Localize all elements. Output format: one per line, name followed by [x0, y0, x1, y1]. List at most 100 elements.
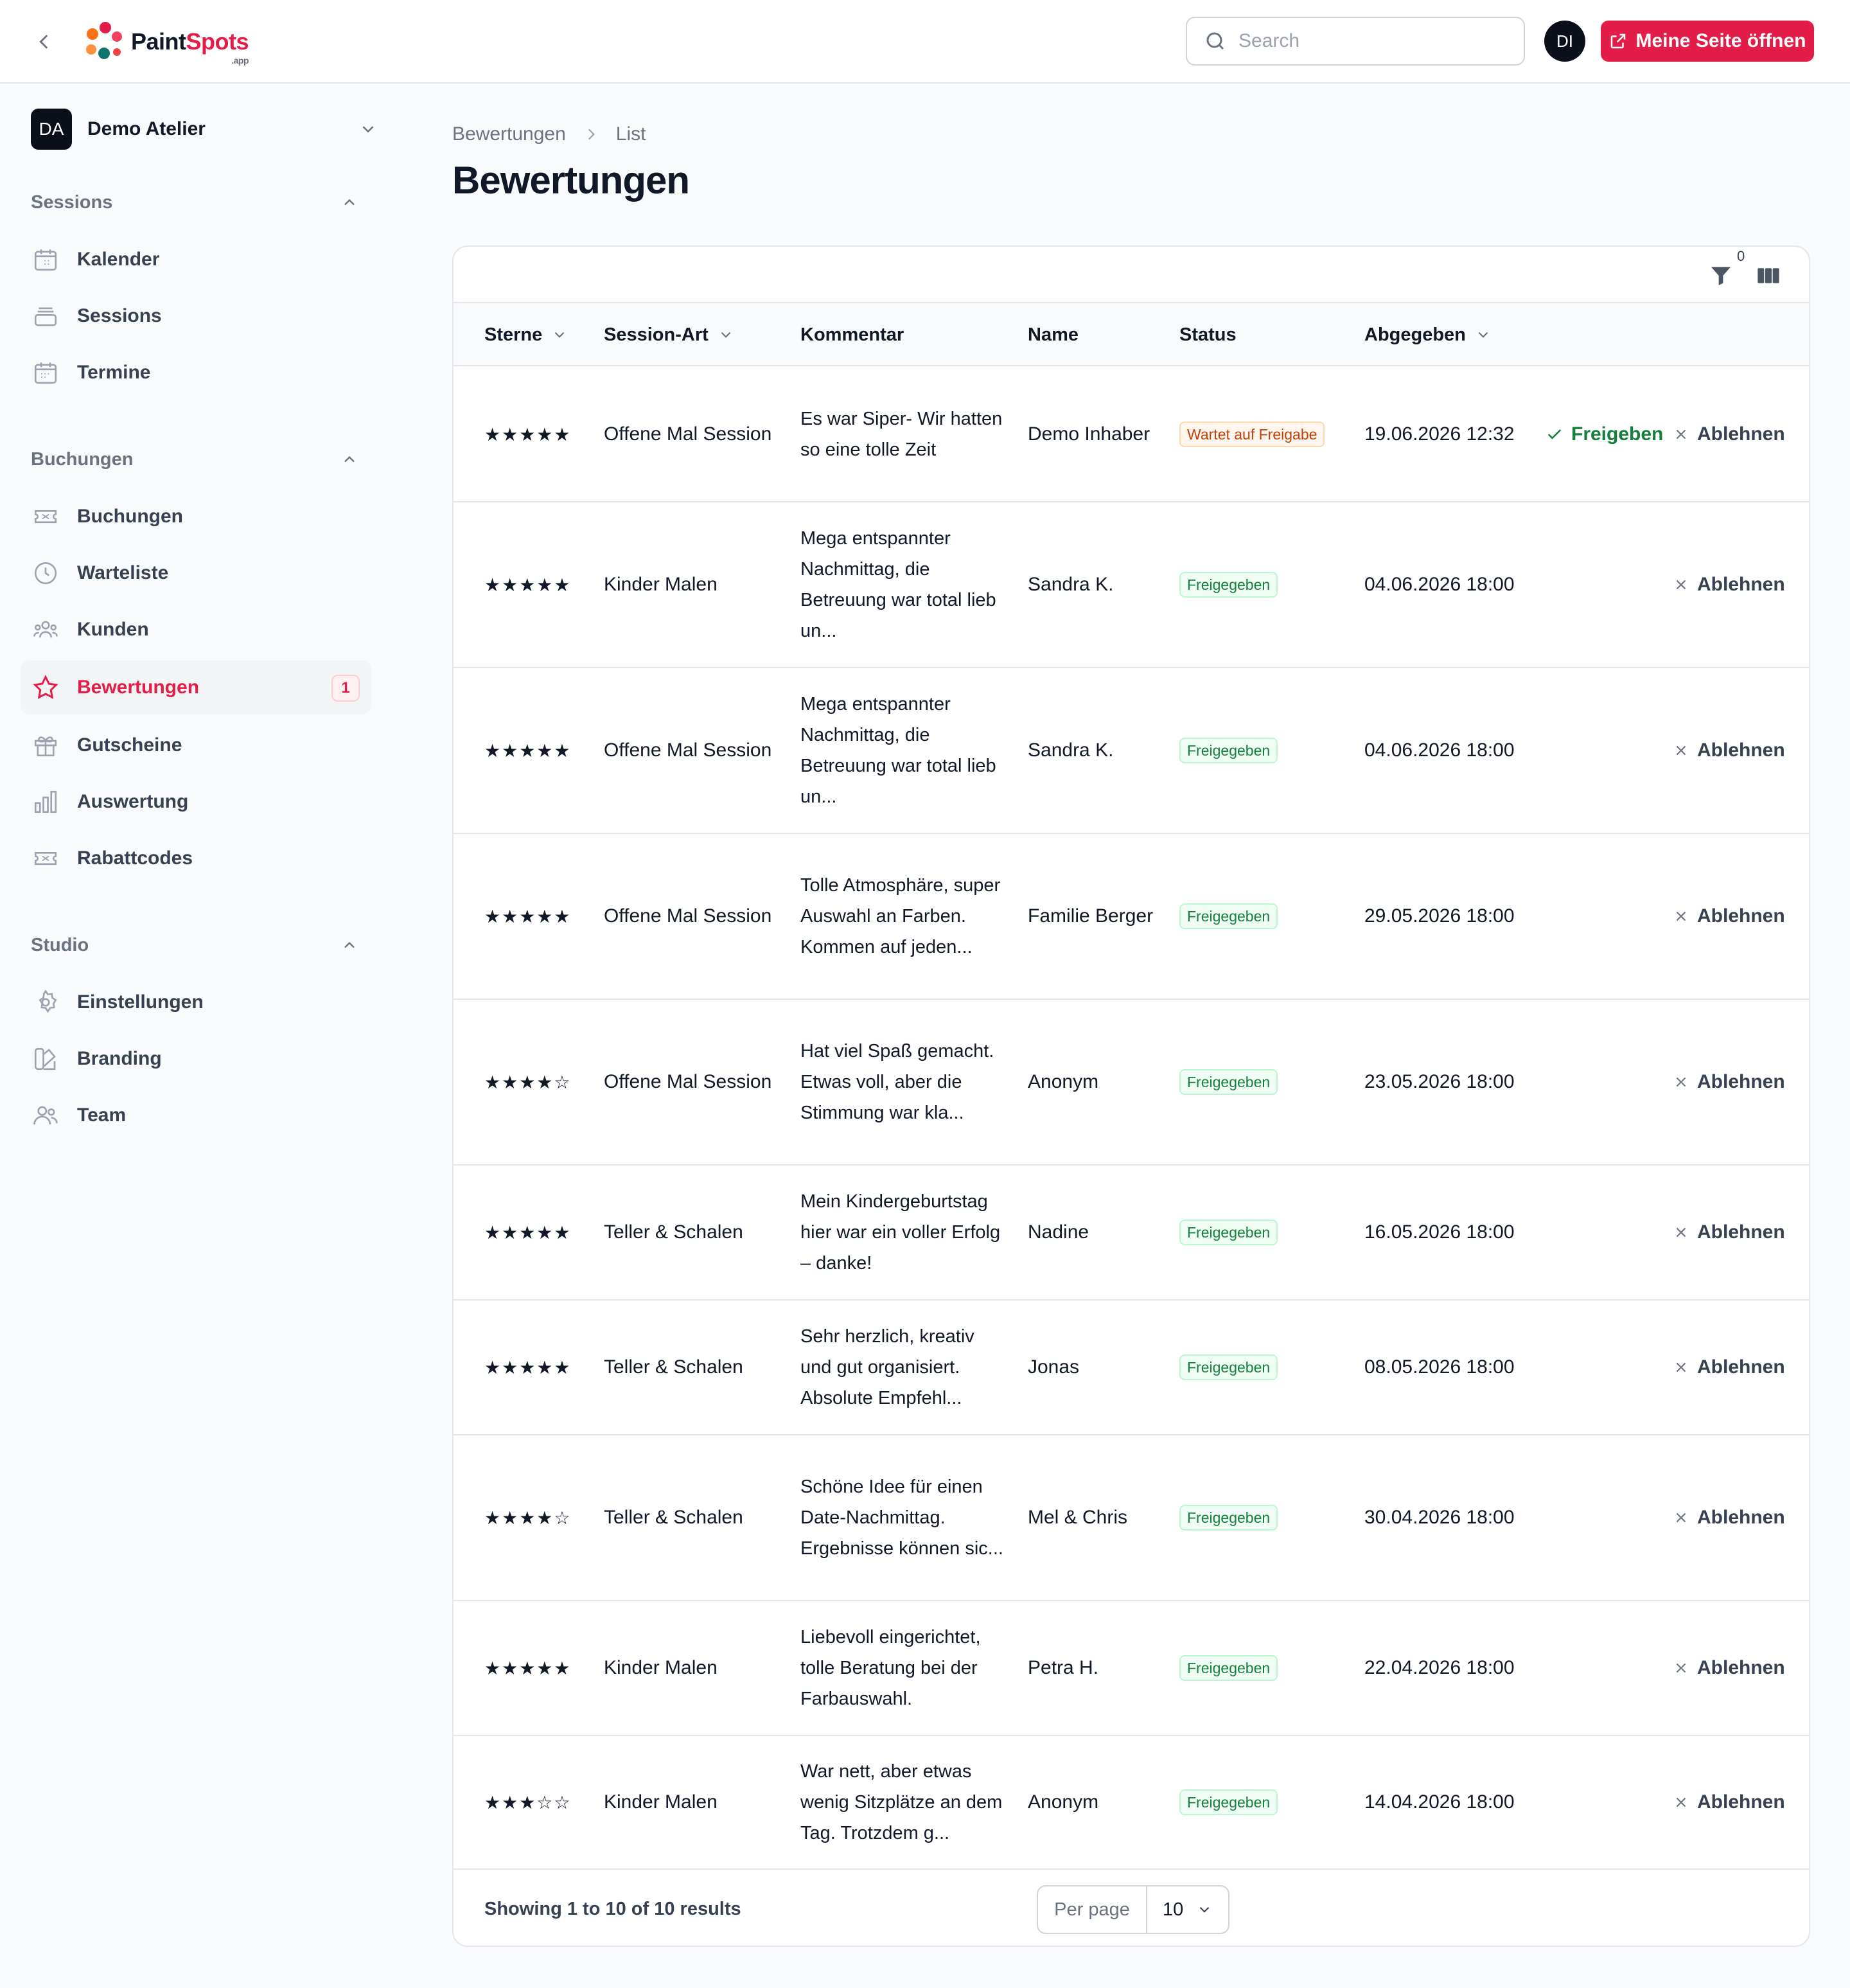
- status-badge: Freigegeben: [1179, 903, 1278, 929]
- results-summary: Showing 1 to 10 of 10 results: [484, 1898, 741, 1919]
- sidebar-item-label: Team: [77, 1105, 127, 1126]
- x-mark-icon: [1676, 1362, 1686, 1372]
- column-header-label: Sterne: [484, 324, 543, 345]
- sidebar-item-rabattcodes[interactable]: Rabattcodes: [21, 831, 371, 885]
- back-button[interactable]: [28, 26, 60, 58]
- reject-button[interactable]: Ablehnen: [1673, 423, 1785, 445]
- reject-label: Ablehnen: [1697, 905, 1785, 927]
- reject-button[interactable]: Ablehnen: [1673, 1221, 1785, 1243]
- page-title: Bewertungen: [452, 159, 690, 202]
- x-mark-icon: [1676, 1227, 1686, 1238]
- submitted-date: 04.06.2026 18:00: [1364, 740, 1515, 761]
- table-row[interactable]: ★★★★★ Teller & Schalen Mein Kindergeburtst…: [454, 1166, 1809, 1300]
- status-badge: Wartet auf Freigabe: [1179, 422, 1325, 447]
- reject-button[interactable]: Ablehnen: [1673, 740, 1785, 761]
- sidebar-item-team[interactable]: Team: [21, 1088, 371, 1142]
- per-page-select[interactable]: Per page 10: [1037, 1885, 1229, 1934]
- sidebar-item-label: Kalender: [77, 249, 160, 270]
- rating-stars: ★★★★★: [484, 574, 572, 595]
- review-comment: Hat viel Spaß gemacht. Etwas voll, aber …: [800, 1041, 994, 1123]
- active-filter-count: 0: [1737, 248, 1745, 264]
- table-row[interactable]: ★★★☆☆ Kinder Malen War nett, aber etwas we…: [454, 1736, 1809, 1870]
- sidebar-item-auswertung[interactable]: Auswertung: [21, 775, 371, 829]
- reviewer-name: Sandra K.: [1028, 740, 1114, 761]
- table-row[interactable]: ★★★★★ Offene Mal Session Es war Siper- Wir…: [454, 368, 1809, 502]
- nav-group-buchungen[interactable]: Buchungen: [31, 443, 358, 475]
- reviewer-name: Anonym: [1028, 1791, 1099, 1813]
- search-input[interactable]: [1238, 30, 1508, 52]
- paint-dots-logo-icon: [86, 22, 122, 59]
- breadcrumb-parent[interactable]: Bewertungen: [452, 123, 566, 145]
- sidebar-item-branding[interactable]: Branding: [21, 1032, 371, 1086]
- table-row[interactable]: ★★★★★ Teller & Schalen Sehr herzlich, krea…: [454, 1300, 1809, 1435]
- sidebar-item-gutscheine[interactable]: Gutscheine: [21, 718, 371, 772]
- reviewer-name: Petra H.: [1028, 1657, 1099, 1678]
- funnel-icon: [1711, 267, 1731, 285]
- reject-button[interactable]: Ablehnen: [1673, 905, 1785, 927]
- column-header-date[interactable]: Abgegeben: [1364, 303, 1492, 366]
- topbar: PaintSpots .app DI Meine Seite öffnen: [0, 0, 1850, 84]
- search-box[interactable]: [1186, 17, 1525, 66]
- x-mark-icon: [1676, 429, 1686, 439]
- open-my-page-label: Meine Seite öffnen: [1635, 30, 1806, 51]
- reject-button[interactable]: Ablehnen: [1673, 1507, 1785, 1529]
- nav-group-studio[interactable]: Studio: [31, 929, 358, 961]
- sidebar-item-termine[interactable]: Termine: [21, 346, 371, 400]
- per-page-label: Per page: [1038, 1886, 1147, 1933]
- review-comment: Liebevoll eingerichtet, tolle Beratung b…: [800, 1627, 981, 1709]
- gear-icon: [31, 988, 60, 1017]
- sidebar-item-warteliste[interactable]: Warteliste: [21, 546, 371, 600]
- calendar-icon: [31, 245, 60, 274]
- logo-sub: .app: [231, 55, 249, 66]
- column-header-comment: Kommentar: [800, 303, 904, 366]
- reject-button[interactable]: Ablehnen: [1673, 1657, 1785, 1679]
- user-group-icon: [31, 615, 60, 644]
- logo-accent: Spots: [186, 28, 249, 55]
- reject-button[interactable]: Ablehnen: [1673, 1791, 1785, 1813]
- sidebar-item-einstellungen[interactable]: Einstellungen: [21, 975, 371, 1029]
- logo[interactable]: PaintSpots .app: [84, 19, 249, 66]
- session-type: Kinder Malen: [604, 1791, 718, 1813]
- search-icon: [1206, 32, 1224, 50]
- view-columns-icon: [1758, 268, 1779, 283]
- sidebar-item-kunden[interactable]: Kunden: [21, 603, 371, 657]
- session-type: Offene Mal Session: [604, 740, 772, 761]
- column-header-session[interactable]: Session-Art: [604, 303, 734, 366]
- table-row[interactable]: ★★★★★ Kinder Malen Liebevoll eingerichtet,…: [454, 1601, 1809, 1736]
- reject-button[interactable]: Ablehnen: [1673, 1356, 1785, 1378]
- nav-group-sessions[interactable]: Sessions: [31, 186, 358, 218]
- column-header-stars[interactable]: Sterne: [484, 303, 568, 366]
- review-comment: Mein Kindergeburtstag hier war ein volle…: [800, 1191, 1001, 1274]
- table-row[interactable]: ★★★★★ Kinder Malen Mega entspannter Nachmi…: [454, 502, 1809, 668]
- table-row[interactable]: ★★★★★ Offene Mal Session Mega entspannter …: [454, 668, 1809, 834]
- gift-icon: [31, 731, 60, 760]
- tenant-switcher[interactable]: DA Demo Atelier: [31, 108, 378, 150]
- sidebar-item-buchungen[interactable]: Buchungen: [21, 490, 371, 544]
- session-type: Teller & Schalen: [604, 1356, 743, 1378]
- table-header: Sterne Session-Art Kommentar Name Status…: [454, 303, 1809, 366]
- table-row[interactable]: ★★★★☆ Offene Mal Session Hat viel Spaß gem…: [454, 1000, 1809, 1166]
- table-row[interactable]: ★★★★☆ Teller & Schalen Schöne Idee für ein…: [454, 1435, 1809, 1601]
- reject-button[interactable]: Ablehnen: [1673, 1071, 1785, 1093]
- sidebar-item-kalender[interactable]: Kalender: [21, 233, 371, 287]
- per-page-value-box[interactable]: 10: [1147, 1886, 1228, 1933]
- session-type: Teller & Schalen: [604, 1221, 743, 1243]
- chevron-up-icon: [344, 941, 355, 948]
- sidebar-item-bewertungen[interactable]: Bewertungen 1: [21, 661, 371, 714]
- status-badge: Freigegeben: [1179, 572, 1278, 598]
- rating-stars: ★★★★★: [484, 1222, 572, 1243]
- reviews-table-card: 0 Sterne Session-Art Kommentar Name Stat…: [452, 245, 1810, 1947]
- sidebar-item-label: Sessions: [77, 305, 162, 326]
- x-mark-icon: [1676, 580, 1686, 590]
- user-avatar[interactable]: DI: [1544, 21, 1585, 62]
- approve-button[interactable]: Freigeben: [1546, 423, 1663, 445]
- open-my-page-button[interactable]: Meine Seite öffnen: [1601, 21, 1814, 62]
- table-row[interactable]: ★★★★★ Offene Mal Session Tolle Atmosphäre,…: [454, 834, 1809, 1000]
- reject-button[interactable]: Ablehnen: [1673, 574, 1785, 596]
- inbox-stack-icon: [31, 301, 60, 331]
- review-comment: Sehr herzlich, kreativ und gut organisie…: [800, 1326, 974, 1408]
- filter-button[interactable]: [1705, 260, 1737, 292]
- column-toggle-button[interactable]: [1752, 260, 1784, 292]
- sidebar-item-sessions[interactable]: Sessions: [21, 289, 371, 343]
- submitted-date: 29.05.2026 18:00: [1364, 905, 1515, 927]
